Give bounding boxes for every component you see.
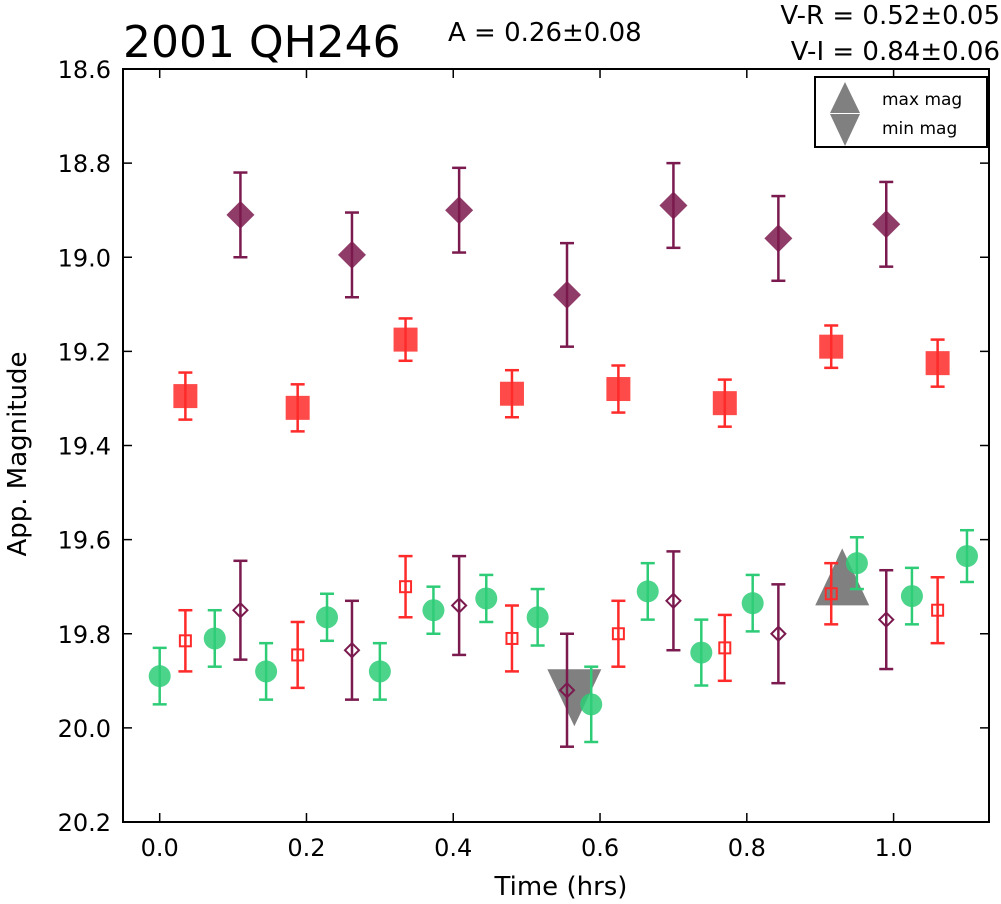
chart-title: 2001 QH246 [123,17,401,68]
legend-max-mag-marker [830,82,860,113]
data-point [845,552,868,575]
data-point [316,606,339,629]
data-point [690,641,713,664]
data-point [368,660,391,683]
data-point [611,627,625,641]
data-point [393,327,418,352]
data-point [399,580,413,594]
x-tick-label: 1.0 [875,834,913,862]
y-tick-label: 19.4 [58,433,111,461]
data-point [178,634,192,648]
max-mag-marker [815,548,870,606]
x-axis-label: Time (hrs) [494,872,628,902]
data-point [291,648,305,662]
y-axis-label: App. Magnitude [3,351,33,556]
data-point [499,381,524,406]
data-point [553,280,582,309]
amplitude-annotation: A = 0.26±0.08 [448,18,642,48]
y-tick-label: 19.0 [58,244,111,272]
data-point [769,625,787,643]
y-tick-label: 20.0 [58,715,111,743]
data-point [931,603,945,617]
y-tick-label: 19.8 [58,621,111,649]
min-mag-marker [547,669,602,727]
legend-min-mag-marker [830,114,860,146]
data-point [445,196,474,225]
data-point [606,377,631,402]
data-point [450,597,468,614]
x-tick-label: 0.4 [434,834,472,862]
data-point [173,384,198,409]
y-tick-label: 19.2 [58,338,111,366]
data-point [718,641,732,655]
data-point [955,545,978,568]
v-r-color-annotation: V-R = 0.52±0.05 [780,1,1000,31]
axis-ticks: 0.0 0.2 0.4 0.6 0.8 1.0 18.6 18.8 19.0 19.2 19.4 19… [58,56,989,862]
data-point [337,240,366,269]
x-tick-label: 0.2 [287,834,325,862]
data-point [877,611,895,629]
data-point [226,200,255,229]
x-tick-label: 0.6 [581,834,619,862]
data-point [558,681,576,699]
y-tick-label: 18.8 [58,150,111,178]
data-point [764,224,793,253]
data-point [900,585,923,608]
data-point [343,641,361,659]
legend-max-mag-label: max mag [882,90,962,110]
y-tick-label: 20.2 [58,809,111,837]
y-tick-label: 18.6 [58,56,111,84]
data-point [232,601,249,619]
legend-min-mag-label: min mag [882,119,957,139]
legend: max mag min mag [814,76,988,148]
x-tick-label: 0.8 [728,834,766,862]
data-point [925,351,950,376]
data-point [148,665,171,688]
data-point [203,627,226,650]
data-point [580,693,603,716]
data-point [819,334,844,359]
data-point [824,587,838,601]
y-tick-label: 19.6 [58,527,111,555]
plot-frame [122,68,990,823]
data-point [422,599,445,622]
data-point [636,580,659,603]
data-point [505,631,519,645]
data-point [872,210,901,239]
data-point [741,592,764,615]
data-point [475,587,498,610]
v-i-color-annotation: V-I = 0.84±0.06 [791,37,1000,67]
plot-area [148,161,978,748]
data-point [526,606,549,629]
data-point [659,191,688,220]
data-point [285,395,310,420]
x-tick-label: 0.0 [141,834,179,862]
data-point [712,391,737,416]
data-point [255,660,278,683]
data-point [665,592,682,610]
